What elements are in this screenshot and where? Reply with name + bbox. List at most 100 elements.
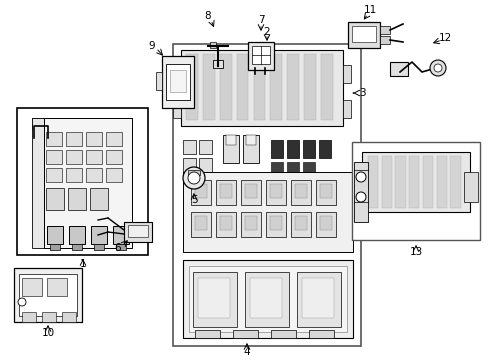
Bar [296,272,340,327]
Bar [342,100,350,118]
Bar [44,118,132,248]
Bar [319,216,331,230]
Bar [381,156,391,208]
Bar [50,244,60,250]
Bar [232,330,258,338]
Text: 6: 6 [115,243,121,253]
Bar [269,216,282,230]
Bar [128,225,148,237]
Bar [287,54,299,120]
Bar [463,172,477,202]
Bar [219,54,231,120]
Bar [170,70,185,92]
Bar [225,135,236,145]
Bar [216,180,236,205]
Circle shape [187,172,200,184]
Bar [220,184,231,198]
Bar [342,65,350,83]
Bar [347,22,379,48]
Bar [32,118,132,130]
Text: 13: 13 [408,247,422,257]
Bar [213,60,223,68]
Text: 4: 4 [243,347,250,357]
Bar [42,312,56,322]
Bar [72,244,82,250]
Bar [195,216,206,230]
Bar [183,172,352,252]
Bar [245,135,256,145]
Text: 12: 12 [437,33,451,43]
Bar [22,312,36,322]
Bar [185,54,198,120]
Bar [308,330,333,338]
Bar [86,168,102,182]
Bar [315,212,335,237]
Bar [244,184,257,198]
Bar [244,272,288,327]
Bar [270,330,295,338]
Bar [47,226,63,244]
Bar [86,132,102,146]
Bar [303,140,314,158]
Bar [286,140,298,158]
Bar [199,158,212,172]
Bar [173,44,360,346]
Circle shape [183,167,204,189]
Bar [203,54,214,120]
Bar [367,156,378,208]
Text: 9: 9 [148,41,155,51]
Bar [265,180,285,205]
Bar [191,180,210,205]
Bar [183,140,196,154]
Bar [220,216,231,230]
Bar [303,162,314,176]
Bar [46,132,62,146]
Bar [181,50,342,126]
Bar [195,184,206,198]
Bar [270,54,282,120]
Bar [183,158,196,172]
Bar [113,226,129,244]
Bar [379,36,389,44]
Bar [69,226,85,244]
Bar [198,278,229,318]
Bar [422,156,432,208]
Bar [319,184,331,198]
Bar [46,188,64,210]
Bar [199,140,212,154]
Bar [94,244,104,250]
Bar [241,180,261,205]
Bar [209,42,216,48]
Bar [269,184,282,198]
Bar [389,62,407,76]
Bar [379,26,389,34]
Bar [395,156,405,208]
Bar [66,132,82,146]
Bar [22,278,42,296]
Bar [361,152,469,212]
Bar [290,212,310,237]
Text: 1: 1 [80,259,86,269]
Bar [17,108,148,255]
Bar [46,168,62,182]
Bar [408,156,419,208]
Bar [241,212,261,237]
Bar [290,180,310,205]
Bar [351,142,479,240]
Bar [195,330,220,338]
Bar [321,54,332,120]
Bar [187,170,200,175]
Bar [106,132,122,146]
Bar [106,150,122,164]
Bar [249,278,282,318]
Bar [62,312,76,322]
Bar [251,46,269,64]
Text: 10: 10 [41,328,55,338]
Bar [236,54,248,120]
Text: 5: 5 [190,195,197,205]
Text: 7: 7 [257,15,264,25]
Circle shape [355,192,365,202]
Bar [304,54,315,120]
Bar [14,268,82,322]
Text: 3: 3 [358,88,365,98]
